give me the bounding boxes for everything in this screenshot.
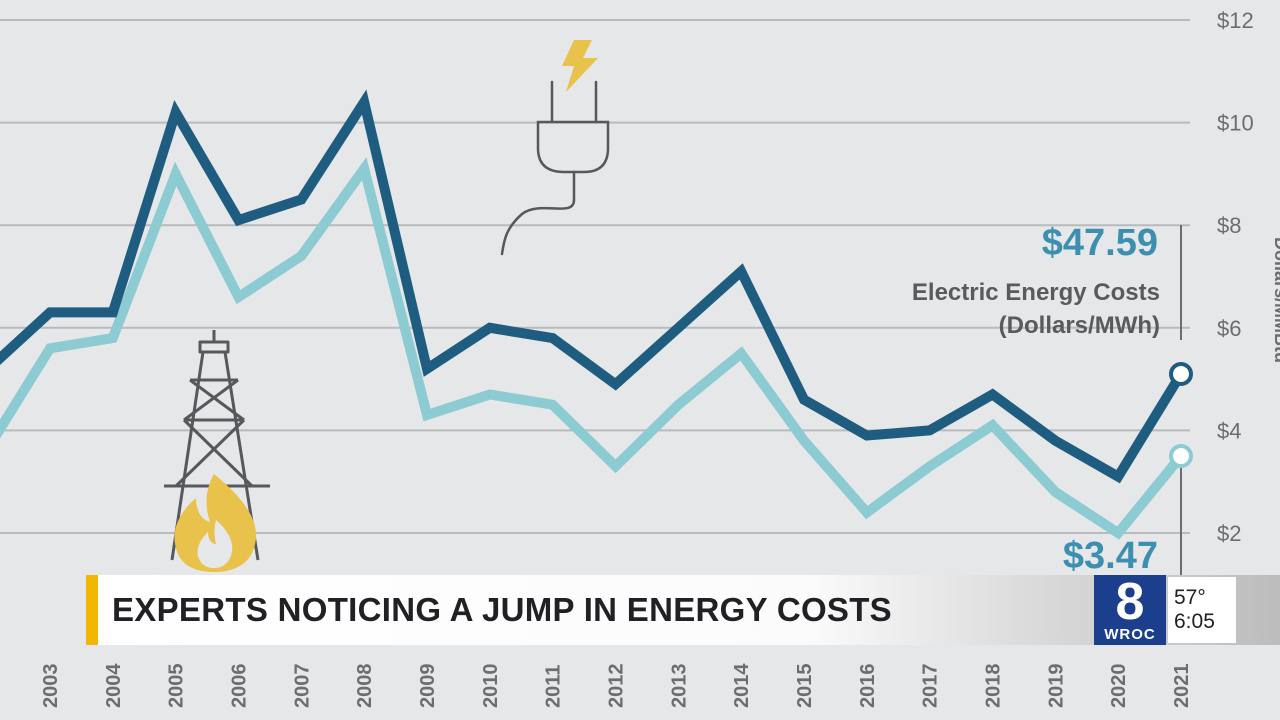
right-axis-ticks: $12 $10 $8 $6 $4 $2 [1217, 8, 1254, 546]
x-axis-tick-label: 2004 [103, 663, 125, 708]
x-axis-tick-label: 2018 [983, 664, 1005, 709]
right-axis-tick-label: $10 [1217, 111, 1254, 136]
x-axis-tick-label: 2005 [166, 664, 188, 709]
logo-call-letters: WROC [1104, 625, 1156, 643]
x-axis-tick-label: 2014 [731, 663, 753, 708]
right-axis-label: Dollars/MMBtu [1271, 237, 1280, 363]
gas-value-annotation: $3.47 [1063, 535, 1158, 577]
x-axis-tick-label: 2019 [1045, 664, 1067, 709]
right-axis-tick-label: $4 [1217, 418, 1241, 443]
right-axis-tick-label: $8 [1217, 213, 1241, 238]
x-axis-ticks: 2003 2004 2005 2006 2007 2008 2009 2010 2011 2012… [40, 663, 1193, 708]
x-axis-tick-label: 2020 [1108, 664, 1130, 709]
flame-icon [174, 474, 257, 572]
right-axis-tick-label: $6 [1217, 316, 1241, 341]
electric-end-marker [1169, 361, 1193, 386]
electric-value-annotation: $47.59 [1042, 222, 1158, 264]
weather-time-box: 57° 6:05 [1168, 577, 1236, 643]
x-axis-tick-label: 2015 [794, 664, 816, 709]
headline-box: EXPERTS NOTICING A JUMP IN ENERGY COSTS [98, 575, 1280, 645]
lightning-bolt-icon [562, 40, 598, 92]
headline-text: EXPERTS NOTICING A JUMP IN ENERGY COSTS [112, 591, 892, 628]
x-axis-tick-label: 2017 [920, 664, 942, 709]
x-axis-tick-label: 2010 [480, 664, 502, 709]
plug-icon [500, 80, 610, 256]
x-axis-tick-label: 2006 [229, 664, 251, 709]
x-axis-tick-label: 2007 [291, 664, 313, 709]
right-axis-tick-label: $12 [1217, 8, 1254, 33]
x-axis-tick-label: 2011 [543, 665, 565, 708]
flame-inner-icon [197, 520, 233, 568]
gas-end-marker [1169, 444, 1193, 469]
temperature-text: 57° [1174, 586, 1206, 609]
gas-series-line [0, 157, 1185, 540]
right-axis-tick-label: $2 [1217, 521, 1241, 546]
x-axis-tick-label: 2008 [354, 664, 376, 709]
x-axis-tick-label: 2012 [606, 664, 628, 709]
x-axis-tick-label: 2016 [857, 664, 879, 709]
time-text: 6:05 [1174, 610, 1215, 633]
x-axis-tick-label: 2003 [40, 664, 62, 709]
x-axis-tick-label: 2009 [417, 664, 439, 709]
x-axis-tick-label: 2013 [668, 664, 690, 709]
logo-number: 8 [1115, 572, 1145, 631]
lower-third-banner: EXPERTS NOTICING A JUMP IN ENERGY COSTS [86, 575, 1280, 645]
station-logo: 8 WROC [1094, 575, 1166, 645]
electric-series-line [0, 89, 1186, 484]
x-axis-tick-label: 2021 [1171, 664, 1193, 709]
accent-bar [86, 575, 98, 645]
electric-label-line2: (Dollars/MWh) [999, 312, 1160, 339]
series-group [0, 89, 1193, 540]
electric-label-line1: Electric Energy Costs [912, 279, 1160, 306]
